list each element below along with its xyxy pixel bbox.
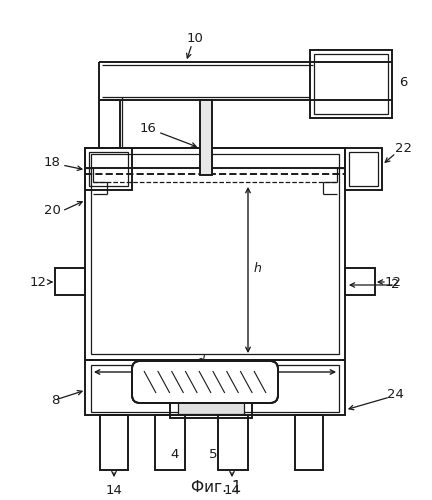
Text: 14: 14 — [105, 484, 122, 496]
Text: 16: 16 — [140, 122, 156, 134]
Bar — [155, 415, 185, 470]
Bar — [314, 54, 388, 114]
Bar — [345, 148, 382, 190]
Bar — [85, 360, 345, 415]
Text: 8: 8 — [51, 394, 59, 406]
Text: 24: 24 — [387, 388, 403, 402]
Bar — [295, 415, 323, 470]
Bar — [85, 148, 132, 190]
Text: 12: 12 — [384, 276, 401, 288]
Text: 22: 22 — [394, 142, 412, 154]
Text: 20: 20 — [44, 204, 60, 216]
Bar — [85, 148, 345, 360]
Bar — [91, 365, 339, 412]
Bar — [55, 268, 85, 295]
Bar — [100, 415, 128, 470]
Bar — [178, 401, 244, 414]
Text: 4: 4 — [171, 448, 179, 462]
Text: Фиг. 1: Фиг. 1 — [191, 480, 241, 495]
Text: 14: 14 — [224, 484, 241, 496]
Bar — [200, 100, 212, 175]
Text: d: d — [196, 355, 204, 368]
Text: 18: 18 — [44, 156, 60, 168]
Bar — [89, 152, 128, 186]
Text: 6: 6 — [399, 76, 407, 88]
Bar — [91, 154, 339, 354]
Text: 10: 10 — [187, 32, 203, 44]
Text: 2: 2 — [391, 278, 399, 291]
Bar — [345, 268, 375, 295]
Text: h: h — [254, 262, 262, 276]
Bar — [349, 152, 378, 186]
Text: 12: 12 — [29, 276, 47, 288]
Text: 5: 5 — [209, 448, 217, 462]
FancyBboxPatch shape — [132, 361, 278, 403]
Bar — [218, 415, 248, 470]
Bar — [85, 148, 345, 168]
Bar — [310, 50, 392, 118]
Bar — [170, 393, 252, 418]
